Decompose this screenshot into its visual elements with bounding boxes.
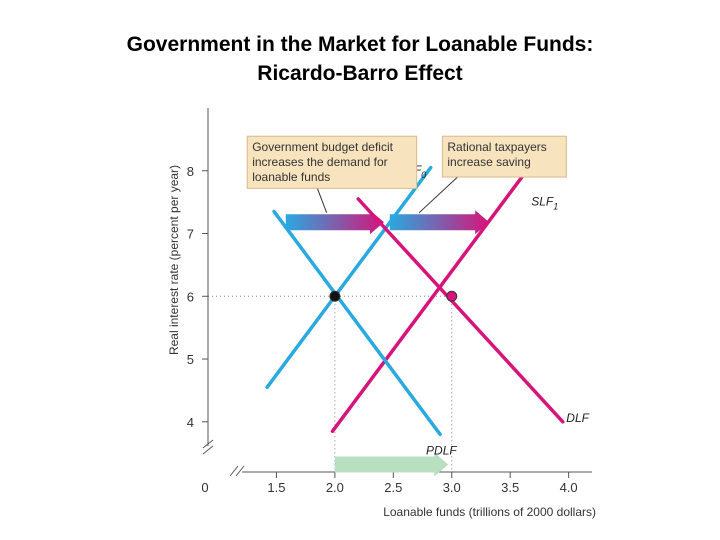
slide-title: Government in the Market for Loanable Fu… xyxy=(0,30,720,88)
annotation-pointer xyxy=(316,188,328,213)
annotation-pointer xyxy=(418,176,458,214)
y-axis-label: Real interest rate (percent per year) xyxy=(167,165,181,355)
dlf-curve-label: DLF xyxy=(566,411,589,425)
pdlf-curve-label: PDLF xyxy=(426,443,457,457)
quantity-shift-arrow xyxy=(334,452,449,477)
y-axis-break-mark xyxy=(202,445,214,455)
slf0-curve xyxy=(265,165,433,390)
y-tick-label: 6 xyxy=(187,289,194,304)
equilibrium-point xyxy=(446,290,458,302)
x-tick-label: 3.5 xyxy=(501,480,519,495)
annotation-text-line: Rational taxpayers xyxy=(447,140,546,154)
y-tick-label: 8 xyxy=(187,164,194,179)
shift-arrows-layer xyxy=(285,210,490,477)
annotation-box xyxy=(246,135,418,189)
annotation-text-line: increases the demand for xyxy=(252,155,387,169)
x-axis-break-mark xyxy=(235,465,245,477)
chart-panel: 0 Loanable funds (trillions of 2000 doll… xyxy=(160,100,600,522)
curve-shift-arrow xyxy=(389,210,490,235)
x-axis-break-mark xyxy=(229,465,239,477)
loanable-funds-chart: 0 Loanable funds (trillions of 2000 doll… xyxy=(167,108,596,519)
dlf-curve xyxy=(356,197,565,424)
title-line-1: Government in the Market for Loanable Fu… xyxy=(126,33,594,56)
y-tick-label: 7 xyxy=(187,227,194,242)
y-tick-label: 5 xyxy=(187,352,194,367)
annotation-box xyxy=(441,135,567,178)
x-tick-label: 3.0 xyxy=(443,480,461,495)
guide-lines-layer xyxy=(208,295,453,472)
axis-break-marks xyxy=(202,439,245,477)
slf1-curve-label-subscript: 1 xyxy=(553,201,558,211)
x-tick-label: 2.5 xyxy=(384,480,402,495)
slf0-curve-label-subscript: 0 xyxy=(421,170,426,180)
annotation-text-line: loanable funds xyxy=(252,170,330,184)
x-axis-label: Loanable funds (trillions of 2000 dollar… xyxy=(383,505,596,519)
x-tick-label: 1.5 xyxy=(267,480,285,495)
origin-label: 0 xyxy=(201,480,208,495)
x-tick-label: 2.0 xyxy=(326,480,344,495)
x-tick-label: 4.0 xyxy=(560,480,578,495)
title-line-2: Ricardo-Barro Effect xyxy=(257,62,463,85)
equilibrium-point xyxy=(329,290,341,302)
annotation-text-line: increase saving xyxy=(447,155,530,169)
axes-layer: 0 Loanable funds (trillions of 2000 doll… xyxy=(167,108,596,519)
slf1-curve xyxy=(330,175,524,433)
equilibrium-points-layer xyxy=(329,290,458,302)
pdlf-curve xyxy=(272,209,442,437)
y-tick-label: 4 xyxy=(187,415,194,430)
curves-layer: SLF0SLF1PDLFDLF xyxy=(265,163,590,457)
ticks-layer: 4 5 6 7 8 1.5 2.0 2.5 3.0 3.5 4.0 xyxy=(187,164,578,495)
curve-shift-arrow xyxy=(285,210,384,235)
annotation-text-line: Government budget deficit xyxy=(252,140,393,154)
y-axis-break-mark xyxy=(202,439,214,449)
slf1-curve-label: SLF1 xyxy=(531,194,558,211)
